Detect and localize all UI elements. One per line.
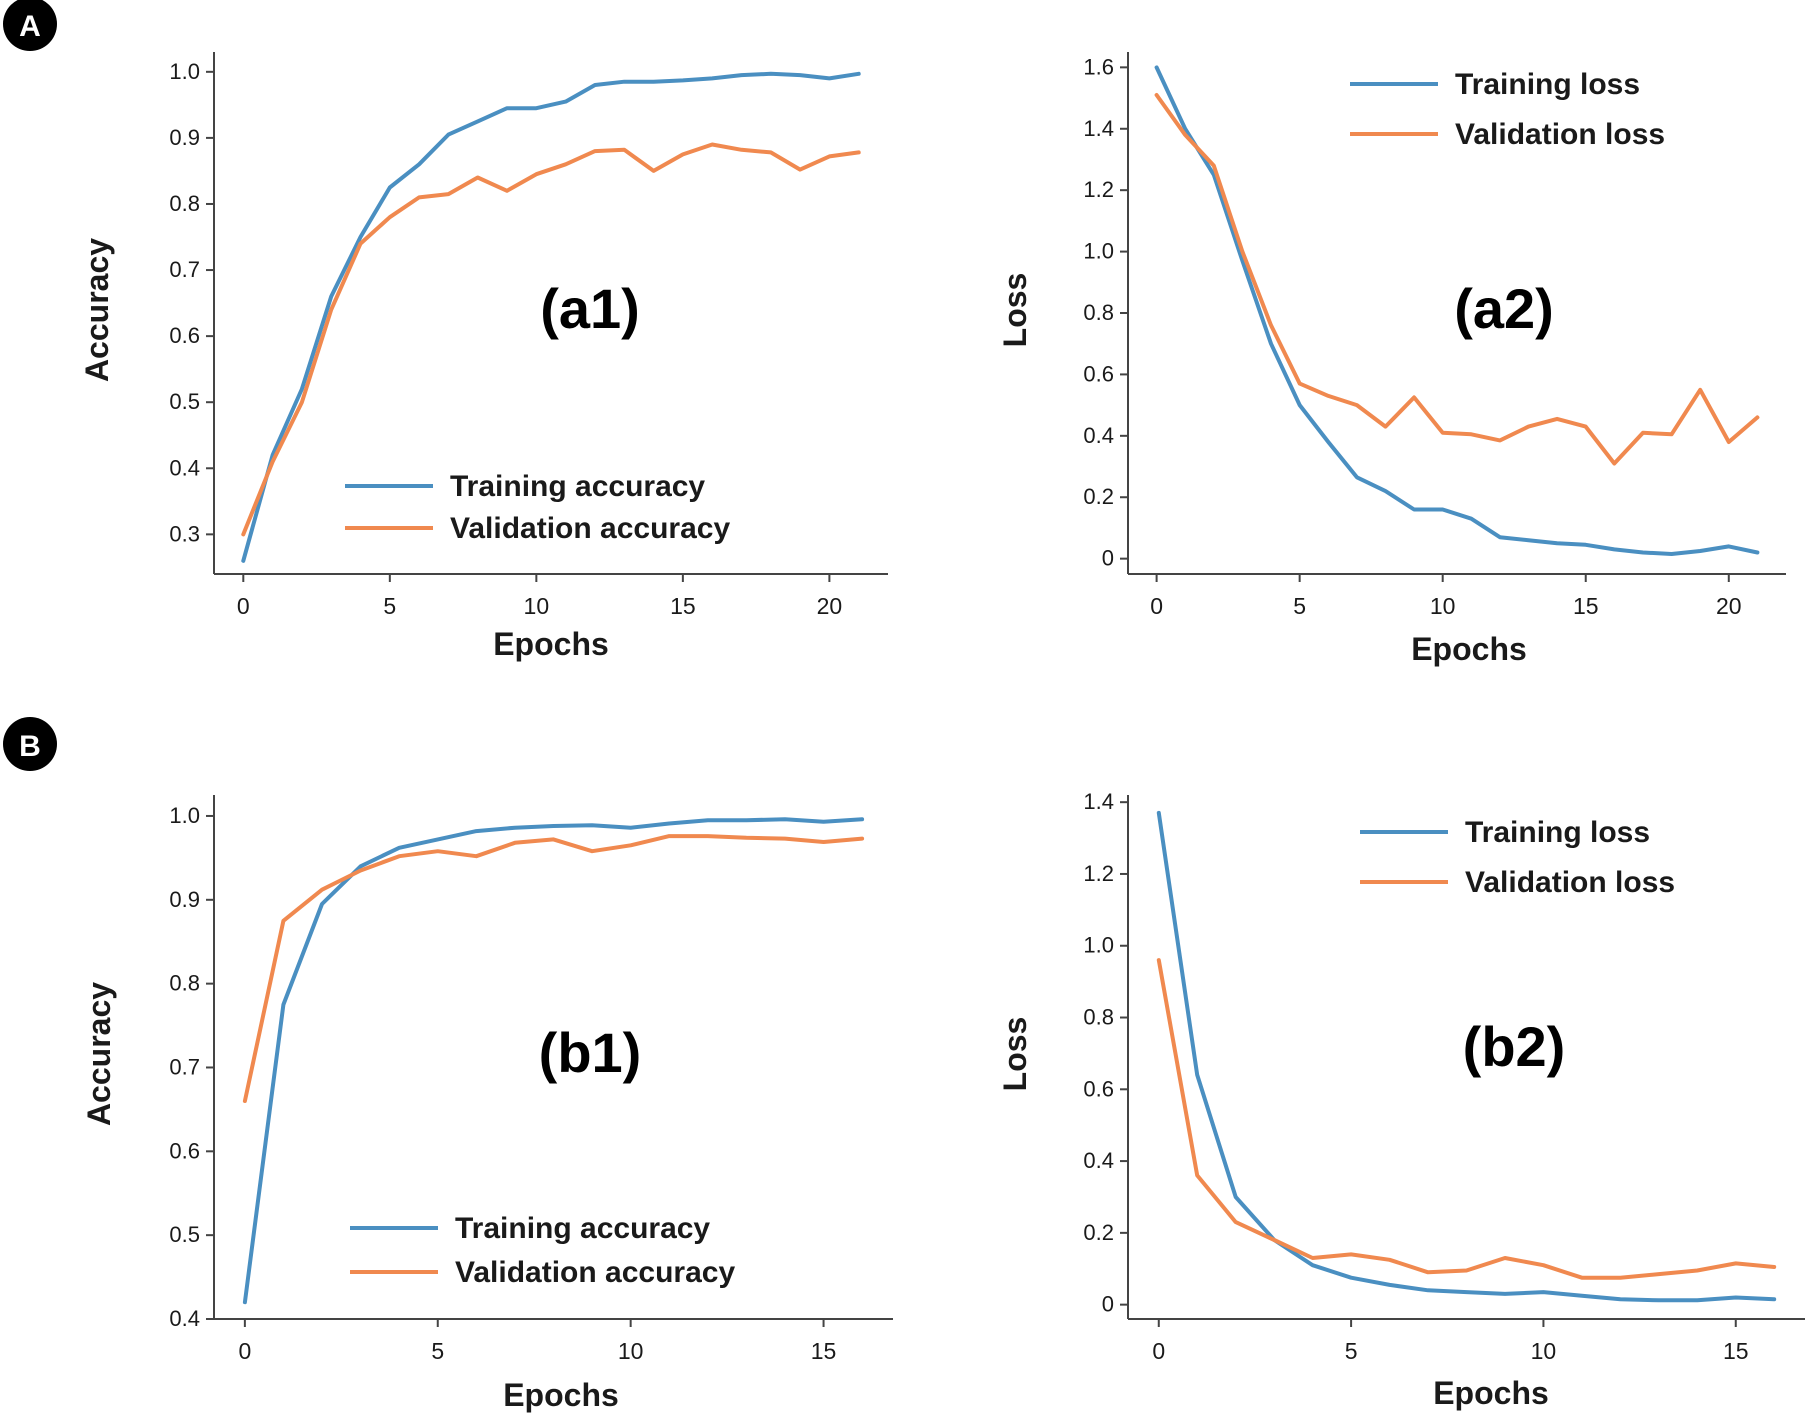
legend-label: Validation loss	[1465, 866, 1675, 899]
y-tick-label: 0.4	[1083, 1148, 1114, 1173]
x-axis-title: Epochs	[503, 1377, 619, 1413]
y-tick-label: 1.0	[1083, 933, 1114, 958]
panel-label: (b2)	[1463, 1015, 1566, 1078]
x-tick-label: 0	[1150, 593, 1163, 619]
y-tick-label: 0.2	[1083, 484, 1114, 509]
y-tick-label: 0.9	[169, 125, 200, 150]
y-tick-label: 0.4	[169, 1306, 200, 1331]
y-tick-label: 0.9	[169, 887, 200, 912]
y-tick-label: 0.4	[169, 455, 200, 480]
badge-b: B	[3, 717, 57, 771]
x-tick-label: 15	[670, 593, 696, 619]
y-tick-label: 1.0	[169, 59, 200, 84]
legend-label: Training loss	[1465, 816, 1650, 849]
y-tick-label: 0.6	[169, 1138, 200, 1163]
legend-label: Validation accuracy	[455, 1256, 735, 1289]
panel-label: (b1)	[539, 1021, 642, 1084]
badge-a-label: A	[19, 10, 41, 43]
y-tick-label: 0.6	[1083, 1076, 1114, 1101]
x-tick-label: 5	[1345, 1338, 1358, 1364]
y-tick-label: 0.6	[169, 323, 200, 348]
series-line-training-accuracy	[241, 71, 861, 563]
y-axis-title: Loss	[997, 1017, 1033, 1092]
y-tick-label: 0.8	[1083, 300, 1114, 325]
y-tick-label: 1.2	[1083, 861, 1114, 886]
x-tick-label: 20	[1716, 593, 1742, 619]
series-line-validation-loss	[1156, 958, 1777, 1280]
x-tick-label: 15	[1723, 1338, 1749, 1364]
y-axis-title: Accuracy	[81, 982, 117, 1126]
x-tick-label: 15	[811, 1338, 837, 1364]
x-tick-label: 5	[431, 1338, 444, 1364]
x-tick-label: 10	[1430, 593, 1456, 619]
y-tick-label: 0.5	[169, 389, 200, 414]
y-tick-label: 0.8	[169, 191, 200, 216]
y-tick-label: 1.0	[169, 803, 200, 828]
y-tick-label: 0.2	[1083, 1220, 1114, 1245]
x-axis-title: Epochs	[1411, 631, 1527, 667]
badge-a: A	[3, 0, 57, 51]
y-tick-label: 0	[1102, 1292, 1114, 1317]
y-tick-label: 1.2	[1083, 177, 1114, 202]
y-tick-label: 0	[1102, 546, 1114, 571]
x-tick-label: 10	[618, 1338, 644, 1364]
y-tick-label: 1.4	[1083, 116, 1114, 141]
panel-label: (a1)	[540, 277, 640, 340]
series-line-validation-accuracy	[241, 142, 861, 537]
x-tick-label: 0	[238, 1338, 251, 1364]
legend-label: Training loss	[1455, 68, 1640, 101]
badge-b-label: B	[19, 730, 41, 763]
y-tick-label: 0.3	[169, 521, 200, 546]
y-axis-title: Loss	[997, 273, 1033, 348]
chart-panel-3: 0.4 0.5 0.6 0.7 0.8 0.9 1.0 0 5 10 15 Epochs Accurac…	[81, 795, 893, 1413]
x-tick-label: 0	[1152, 1338, 1165, 1364]
series-line-validation-loss	[1154, 93, 1760, 466]
x-tick-label: 5	[1293, 593, 1306, 619]
series-line-training-loss	[1156, 810, 1777, 1303]
chart-panels: 0.3 0.4 0.5 0.6 0.7 0.8 0.9 1.0 0 5 10 15 20 Epochs Ac…	[79, 52, 1805, 1413]
panel-label: (a2)	[1454, 277, 1554, 340]
y-tick-label: 1.4	[1083, 789, 1114, 814]
y-tick-label: 1.0	[1083, 239, 1114, 264]
y-axis-title: Accuracy	[79, 238, 115, 382]
series-line-training-loss	[1154, 65, 1760, 556]
x-tick-label: 15	[1573, 593, 1599, 619]
x-axis-title: Epochs	[493, 626, 609, 662]
y-tick-label: 0.7	[169, 257, 200, 282]
y-tick-label: 0.4	[1083, 423, 1114, 448]
y-tick-label: 0.8	[1083, 1005, 1114, 1030]
legend-label: Validation loss	[1455, 118, 1665, 151]
series-line-validation-accuracy	[242, 834, 865, 1103]
x-tick-label: 10	[524, 593, 550, 619]
x-tick-label: 10	[1531, 1338, 1557, 1364]
x-tick-label: 0	[237, 593, 250, 619]
y-tick-label: 0.6	[1083, 361, 1114, 386]
y-tick-label: 0.7	[169, 1054, 200, 1079]
x-axis-title: Epochs	[1433, 1375, 1549, 1411]
x-tick-label: 5	[383, 593, 396, 619]
x-tick-label: 20	[817, 593, 843, 619]
chart-panel-4: 0 0.2 0.4 0.6 0.8 1.0 1.2 1.4 0 5 10 15 Epochs Loss (b…	[997, 789, 1805, 1411]
chart-panel-1: 0.3 0.4 0.5 0.6 0.7 0.8 0.9 1.0 0 5 10 15 20 Epochs Ac…	[79, 52, 888, 662]
legend-label: Validation accuracy	[450, 512, 730, 545]
legend-label: Training accuracy	[455, 1212, 710, 1245]
legend-label: Training accuracy	[450, 470, 705, 503]
y-tick-label: 0.5	[169, 1222, 200, 1247]
chart-panel-2: 0 0.2 0.4 0.6 0.8 1.0 1.2 1.4 1.6 0 5 10 15 20 Epochs L…	[997, 52, 1786, 667]
y-tick-label: 0.8	[169, 971, 200, 996]
y-tick-label: 1.6	[1083, 54, 1114, 79]
